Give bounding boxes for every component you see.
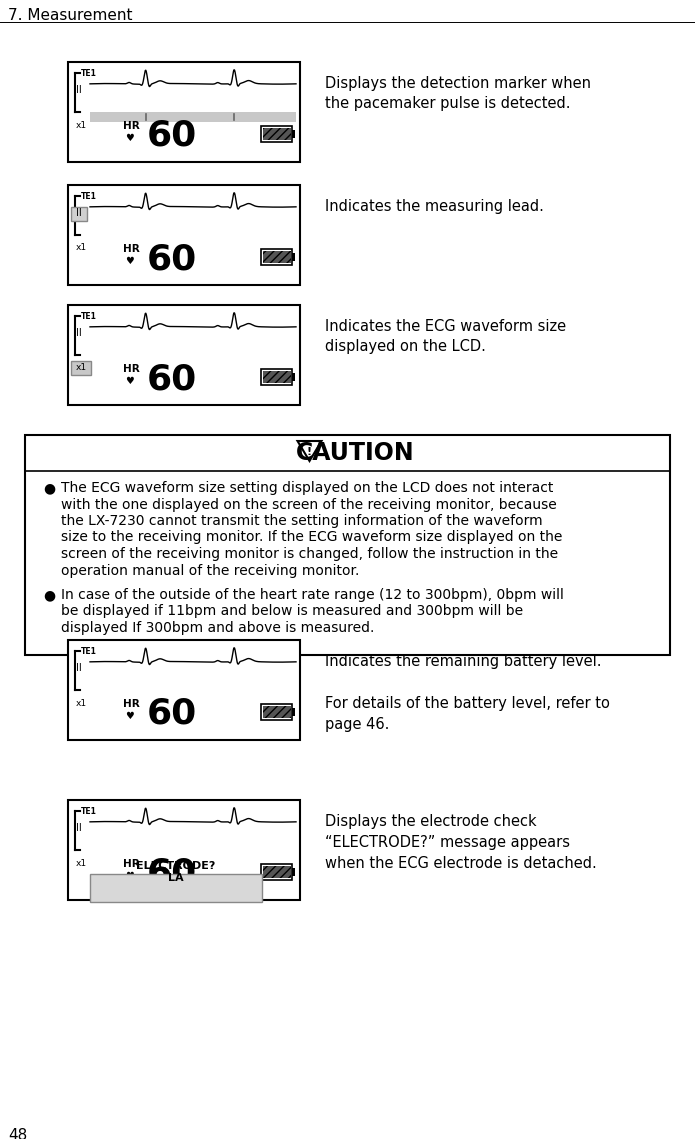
Bar — [261, 704, 292, 720]
Polygon shape — [297, 441, 322, 461]
Bar — [261, 126, 292, 142]
Bar — [68, 305, 300, 405]
Text: II: II — [76, 328, 82, 338]
Bar — [71, 361, 91, 375]
Bar — [292, 130, 295, 138]
Text: ♥: ♥ — [125, 376, 133, 386]
Text: TE1: TE1 — [81, 192, 97, 200]
Bar — [292, 253, 295, 261]
Text: x1: x1 — [76, 698, 87, 707]
Text: 60: 60 — [147, 857, 197, 891]
Bar — [263, 371, 291, 383]
Bar — [68, 185, 300, 285]
Text: Displays the electrode check
“ELECTRODE?” message appears
when the ECG electrode: Displays the electrode check “ELECTRODE?… — [325, 814, 597, 871]
Text: Indicates the measuring lead.: Indicates the measuring lead. — [325, 199, 544, 214]
Bar — [263, 706, 291, 718]
Bar — [71, 207, 87, 221]
Text: II: II — [76, 823, 82, 833]
Bar — [68, 640, 300, 740]
Text: !: ! — [307, 446, 312, 457]
Text: TE1: TE1 — [81, 312, 97, 321]
Text: 60: 60 — [147, 697, 197, 731]
Bar — [68, 800, 300, 900]
Text: size to the receiving monitor. If the ECG waveform size displayed on the: size to the receiving monitor. If the EC… — [61, 531, 562, 544]
Bar — [90, 112, 296, 122]
Bar — [25, 435, 670, 655]
Text: x1: x1 — [76, 859, 87, 868]
Text: ♥: ♥ — [125, 871, 133, 880]
Text: II: II — [76, 663, 82, 673]
Text: LA: LA — [168, 872, 183, 883]
Bar — [68, 62, 300, 162]
Text: 60: 60 — [147, 362, 197, 396]
Text: Indicates the ECG waveform size
displayed on the LCD.: Indicates the ECG waveform size displaye… — [325, 319, 566, 354]
Text: II: II — [76, 85, 82, 95]
Text: Displays the detection marker when
the pacemaker pulse is detected.: Displays the detection marker when the p… — [325, 76, 591, 110]
Text: 60: 60 — [147, 241, 197, 276]
Text: TE1: TE1 — [81, 69, 97, 77]
Text: be displayed if 11bpm and below is measured and 300bpm will be: be displayed if 11bpm and below is measu… — [61, 605, 523, 618]
Text: ♥: ♥ — [125, 711, 133, 721]
Bar — [261, 369, 292, 385]
Text: x1: x1 — [76, 244, 87, 253]
Text: ●: ● — [43, 481, 55, 495]
Text: the LX-7230 cannot transmit the setting information of the waveform: the LX-7230 cannot transmit the setting … — [61, 514, 543, 528]
Bar — [263, 866, 291, 878]
Text: ♥: ♥ — [125, 256, 133, 267]
Text: In case of the outside of the heart rate range (12 to 300bpm), 0bpm will: In case of the outside of the heart rate… — [61, 588, 564, 603]
Text: ♥: ♥ — [125, 133, 133, 144]
Text: displayed If 300bpm and above is measured.: displayed If 300bpm and above is measure… — [61, 621, 375, 636]
Text: screen of the receiving monitor is changed, follow the instruction in the: screen of the receiving monitor is chang… — [61, 547, 558, 562]
Bar — [261, 249, 292, 265]
Bar — [90, 874, 262, 902]
Text: x1: x1 — [76, 363, 87, 372]
Text: Indicates the remaining battery level.

For details of the battery level, refer : Indicates the remaining battery level. F… — [325, 654, 610, 732]
Bar — [261, 865, 292, 880]
Text: 7. Measurement: 7. Measurement — [8, 8, 133, 23]
Bar — [292, 372, 295, 382]
Text: HR: HR — [123, 364, 140, 374]
Bar — [292, 868, 295, 876]
Text: operation manual of the receiving monitor.: operation manual of the receiving monito… — [61, 564, 359, 577]
Text: HR: HR — [123, 121, 140, 131]
Text: TE1: TE1 — [81, 647, 97, 656]
Text: The ECG waveform size setting displayed on the LCD does not interact: The ECG waveform size setting displayed … — [61, 481, 553, 495]
Text: II: II — [76, 208, 82, 218]
Text: HR: HR — [123, 699, 140, 708]
Text: 48: 48 — [8, 1128, 27, 1139]
Bar — [292, 708, 295, 716]
Text: ELECTRODE?: ELECTRODE? — [136, 861, 215, 871]
Text: TE1: TE1 — [81, 808, 97, 816]
Text: x1: x1 — [76, 121, 87, 130]
Bar — [263, 128, 291, 140]
Text: HR: HR — [123, 859, 140, 869]
Text: CAUTION: CAUTION — [296, 441, 415, 465]
Text: with the one displayed on the screen of the receiving monitor, because: with the one displayed on the screen of … — [61, 498, 557, 511]
Text: HR: HR — [123, 244, 140, 254]
Bar — [263, 251, 291, 263]
Text: ●: ● — [43, 588, 55, 603]
Text: 60: 60 — [147, 118, 197, 153]
